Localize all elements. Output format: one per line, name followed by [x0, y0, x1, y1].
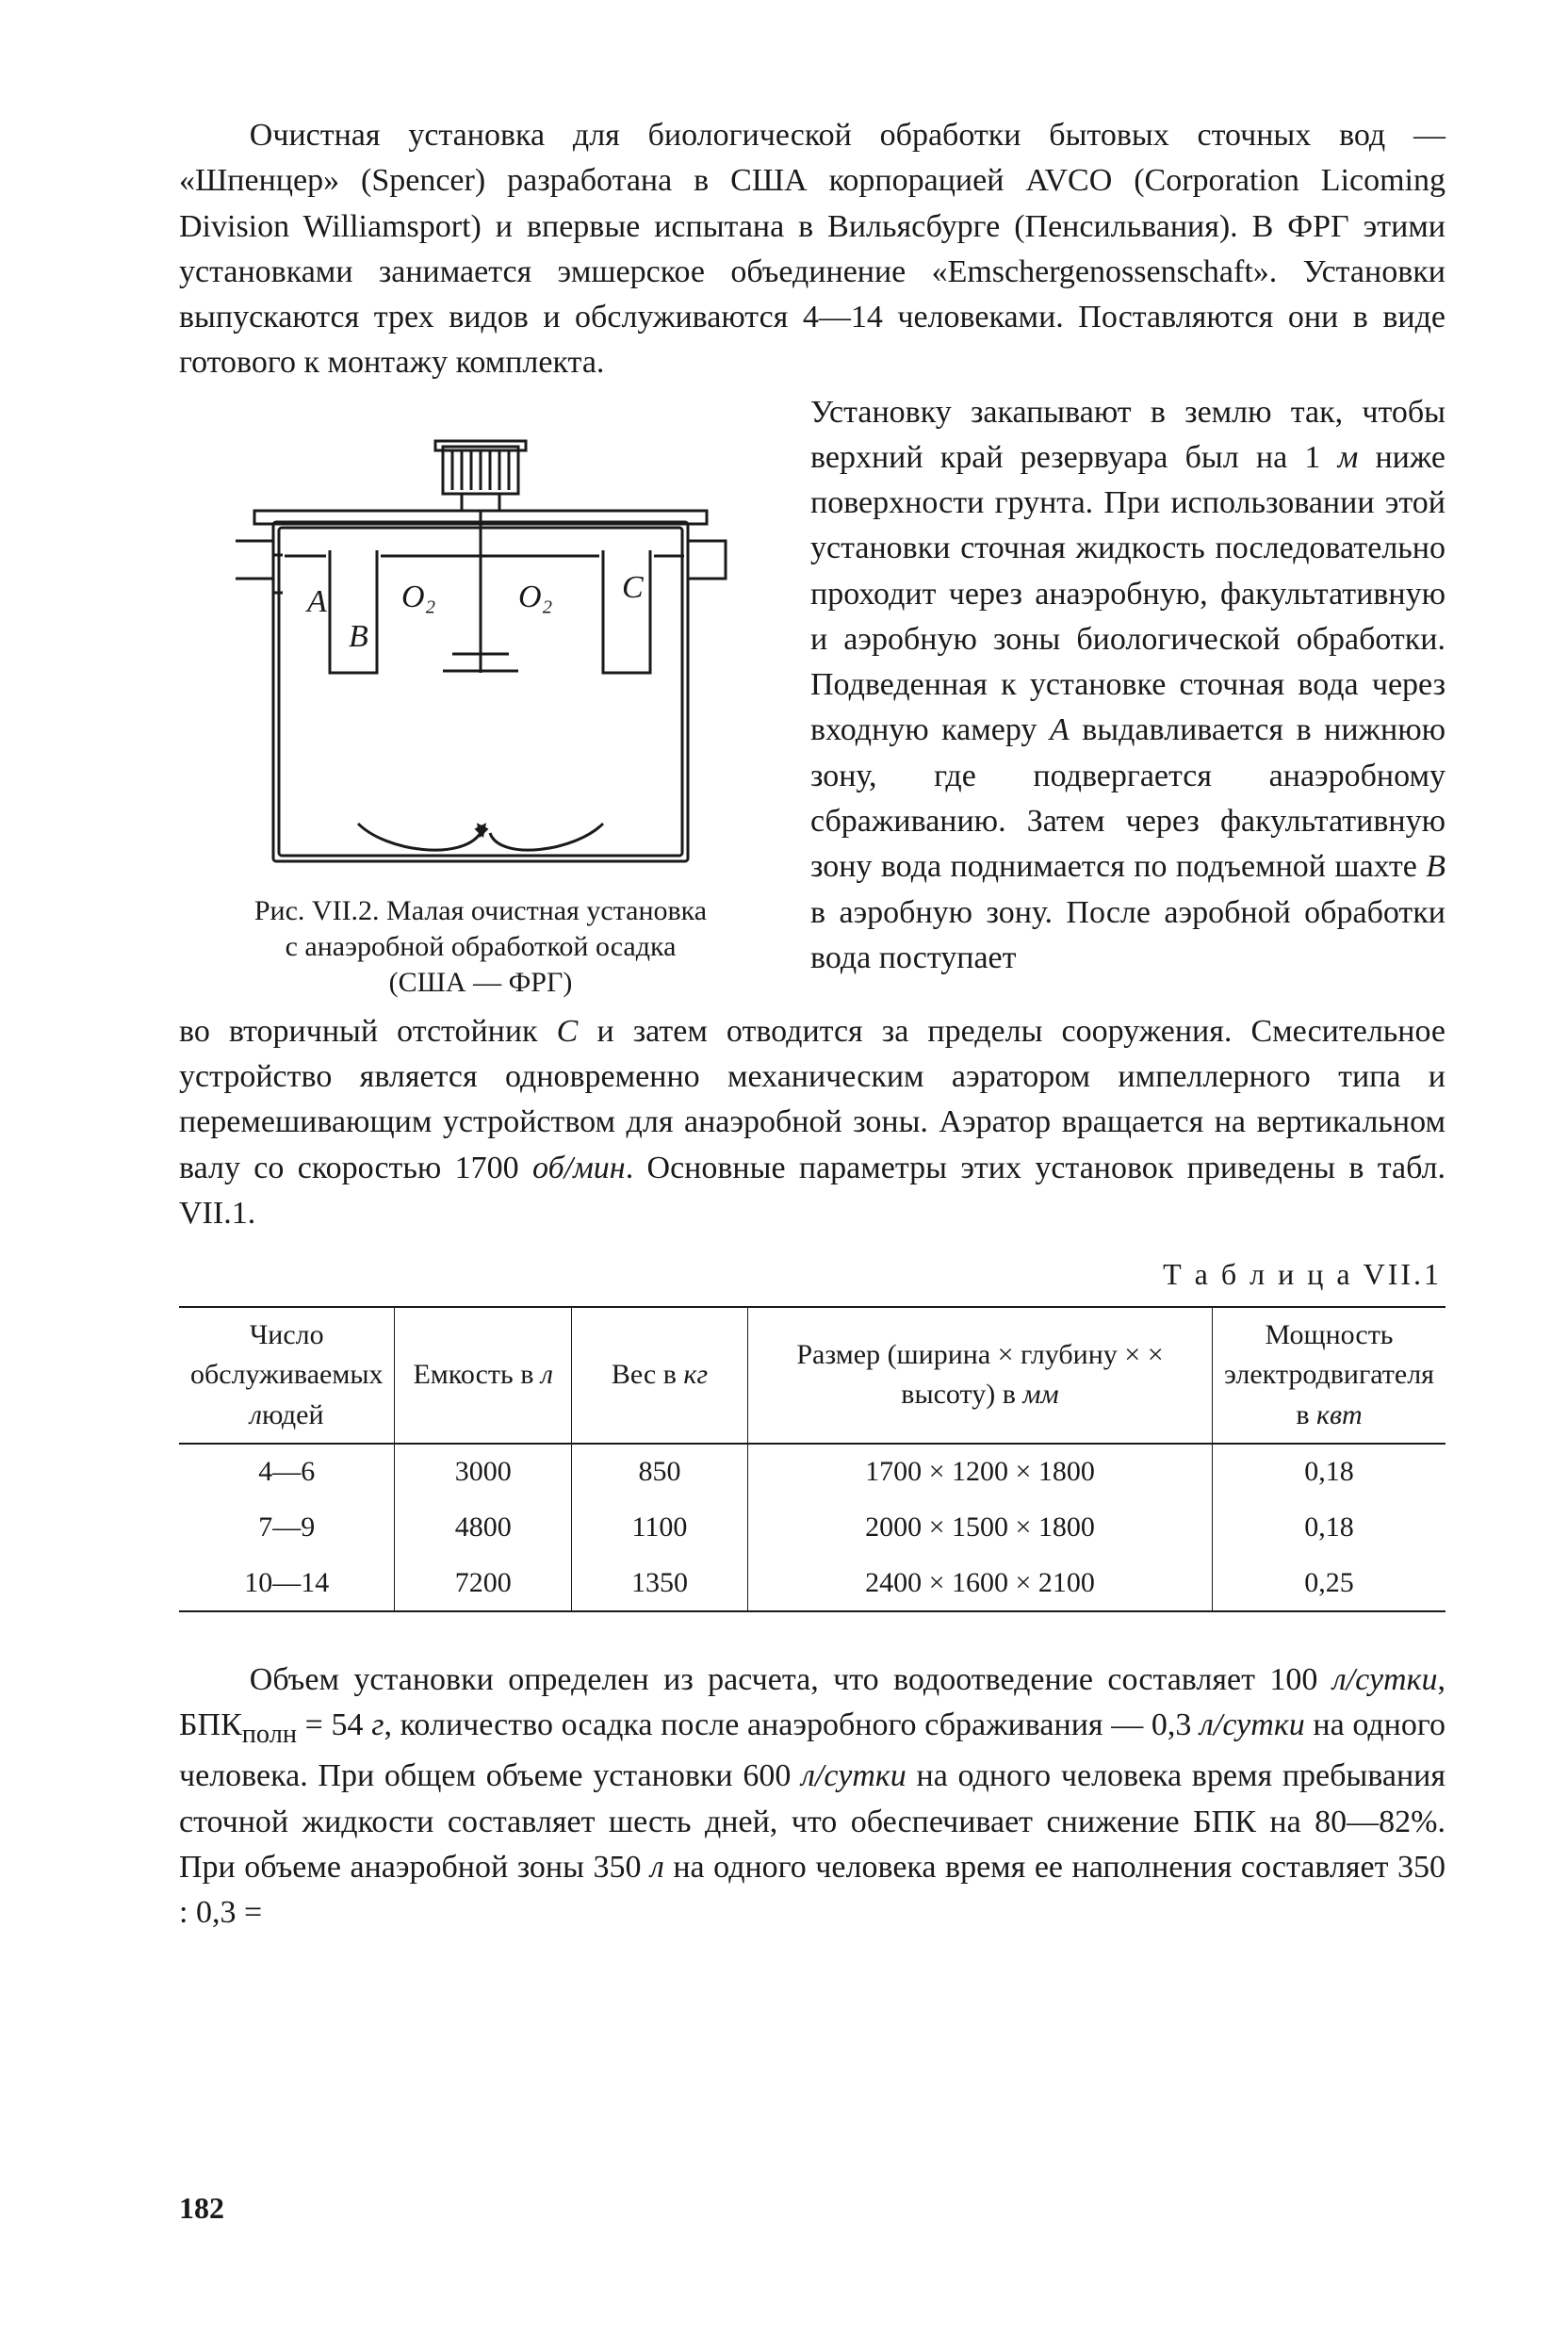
table-cell: 3000: [395, 1444, 572, 1500]
p4-sub: полн: [242, 1720, 297, 1749]
label-O2a: O₂: [401, 580, 435, 614]
table-col-3: Размер (ширина × глубину × × высоту) в м…: [747, 1307, 1212, 1445]
figure-vii-2: A B O₂ O₂ C Рис. VII.2. Малая очистная у…: [179, 400, 782, 1002]
table-cell: 1700 × 1200 × 1800: [747, 1444, 1212, 1500]
paragraph-1: Очистная установка для биологической обр…: [179, 113, 1446, 386]
p4-it-4: л/сутки: [801, 1758, 906, 1793]
page-number: 182: [179, 2187, 224, 2230]
table-col-0: Число обслуживаемых людей: [179, 1307, 395, 1445]
table-cell: 4—6: [179, 1444, 395, 1500]
table-cell: 4800: [395, 1500, 572, 1556]
table-cell: 0,18: [1213, 1500, 1446, 1556]
p2-it-B: B: [1426, 849, 1446, 884]
p2-it-A: A: [1050, 712, 1070, 747]
table-row: 10—14720013502400 × 1600 × 21000,25: [179, 1556, 1446, 1612]
label-B: B: [349, 619, 368, 654]
table-row: 7—9480011002000 × 1500 × 18000,18: [179, 1500, 1446, 1556]
table-col-2: Вес в кг: [571, 1307, 747, 1445]
p4-seg-d: , количество осадка после анаэробного сб…: [384, 1707, 1200, 1742]
p2-seg-b: ниже поверхности грунта. При использован…: [810, 440, 1446, 748]
table-row: 4—630008501700 × 1200 × 18000,18: [179, 1444, 1446, 1500]
p3-it-C: C: [557, 1014, 579, 1049]
p2-it-1: м: [1338, 440, 1359, 475]
table-cell: 10—14: [179, 1556, 395, 1612]
paragraph-3: во вторичный отстойник C и затем отводит…: [179, 1009, 1446, 1236]
table-cell: 1100: [571, 1500, 747, 1556]
p2-seg-f: в аэробную зону. После аэробной обработк…: [810, 895, 1446, 975]
table-label: Т а б л и ц а VII.1: [179, 1253, 1442, 1296]
p4-it-1: л/сутки: [1332, 1662, 1438, 1697]
label-A: A: [305, 584, 327, 619]
caption-line-1: Рис. VII.2. Малая очистная установка: [254, 895, 707, 926]
p4-seg-c: = 54: [297, 1707, 371, 1742]
table-cell: 7—9: [179, 1500, 395, 1556]
table-cell: 850: [571, 1444, 747, 1500]
table-cell: 2000 × 1500 × 1800: [747, 1500, 1212, 1556]
table-cell: 7200: [395, 1556, 572, 1612]
table-head: Число обслуживаемых людейЕмкость в лВес …: [179, 1307, 1446, 1445]
paragraph-4: Объем установки определен из расчета, чт…: [179, 1658, 1446, 1936]
caption-line-3: (США — ФРГ): [389, 967, 573, 998]
label-C: C: [622, 570, 644, 605]
p4-it-2: г: [371, 1707, 384, 1742]
label-O2b: O₂: [518, 580, 552, 614]
caption-line-2: с анаэробной обработкой осадка: [286, 931, 677, 962]
params-table: Число обслуживаемых людейЕмкость в лВес …: [179, 1306, 1446, 1613]
tank-diagram: A B O₂ O₂ C: [217, 400, 744, 890]
p4-it-3: л/сутки: [1200, 1707, 1305, 1742]
table-cell: 0,18: [1213, 1444, 1446, 1500]
table-body: 4—630008501700 × 1200 × 18000,187—948001…: [179, 1444, 1446, 1611]
p4-seg-a: Объем установки определен из расчета, чт…: [250, 1662, 1332, 1697]
p3-seg-a: во вторичный отстойник: [179, 1014, 557, 1049]
figure-caption: Рис. VII.2. Малая очистная установка с а…: [179, 893, 782, 1002]
p3-it-obmin: об/мин: [532, 1151, 626, 1185]
table-col-4: Мощность электродвигателя в квт: [1213, 1307, 1446, 1445]
table-head-row: Число обслуживаемых людейЕмкость в лВес …: [179, 1307, 1446, 1445]
page: Очистная установка для биологической обр…: [0, 0, 1568, 2352]
table-col-1: Емкость в л: [395, 1307, 572, 1445]
table-cell: 2400 × 1600 × 2100: [747, 1556, 1212, 1612]
table-cell: 1350: [571, 1556, 747, 1612]
p4-it-5: л: [650, 1850, 664, 1885]
table-cell: 0,25: [1213, 1556, 1446, 1612]
